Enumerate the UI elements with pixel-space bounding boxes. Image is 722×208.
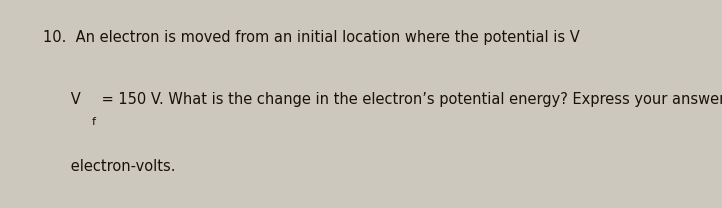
- Text: electron-volts.: electron-volts.: [43, 158, 176, 173]
- Text: = 150 V. What is the change in the electron’s potential energy? Express your ans: = 150 V. What is the change in the elect…: [97, 92, 722, 107]
- Text: f: f: [92, 117, 96, 127]
- Text: V: V: [43, 92, 81, 107]
- Text: 10.  An electron is moved from an initial location where the potential is V: 10. An electron is moved from an initial…: [43, 30, 580, 45]
